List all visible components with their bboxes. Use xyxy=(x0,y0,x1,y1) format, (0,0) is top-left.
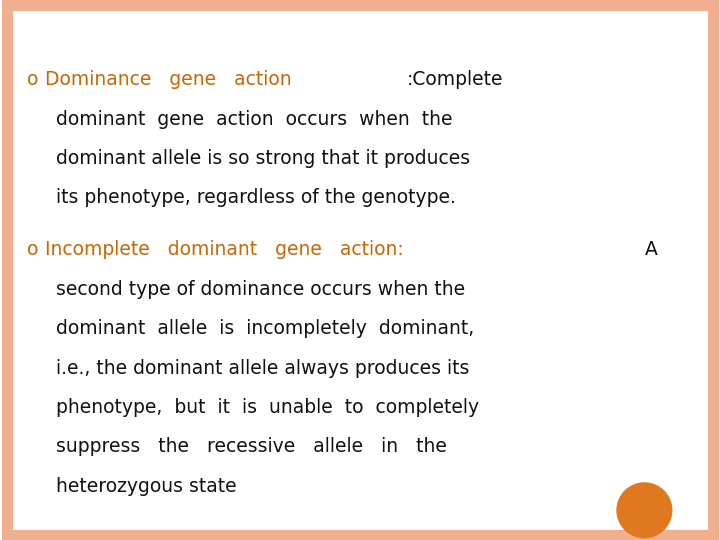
Text: phenotype,  but  it  is  unable  to  completely: phenotype, but it is unable to completel… xyxy=(56,398,480,417)
Text: o: o xyxy=(27,70,39,89)
Text: second type of dominance occurs when the: second type of dominance occurs when the xyxy=(56,280,465,299)
Text: o: o xyxy=(27,240,39,259)
Text: dominant  allele  is  incompletely  dominant,: dominant allele is incompletely dominant… xyxy=(56,319,474,338)
Ellipse shape xyxy=(617,483,672,538)
Text: Incomplete   dominant   gene   action:: Incomplete dominant gene action: xyxy=(45,240,403,259)
Text: dominant allele is so strong that it produces: dominant allele is so strong that it pro… xyxy=(56,149,470,168)
Text: A: A xyxy=(644,240,657,259)
Text: heterozygous state: heterozygous state xyxy=(56,477,237,496)
Text: :Complete: :Complete xyxy=(407,70,503,89)
Text: i.e., the dominant allele always produces its: i.e., the dominant allele always produce… xyxy=(56,359,469,377)
Text: suppress   the   recessive   allele   in   the: suppress the recessive allele in the xyxy=(56,437,447,456)
Text: Dominance   gene   action: Dominance gene action xyxy=(45,70,292,89)
Text: dominant  gene  action  occurs  when  the: dominant gene action occurs when the xyxy=(56,110,453,129)
Text: its phenotype, regardless of the genotype.: its phenotype, regardless of the genotyp… xyxy=(56,188,456,207)
